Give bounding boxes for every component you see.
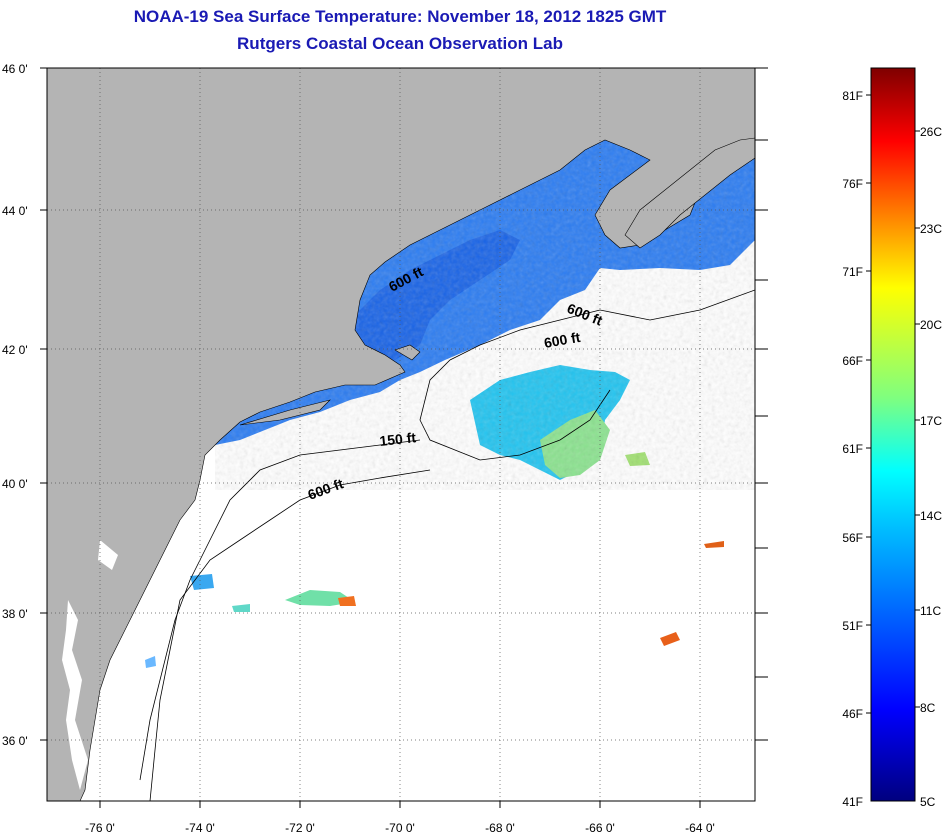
sst-warm-eddy-3 [704, 541, 724, 548]
lon-tick-label: -74 0' [185, 821, 215, 835]
colorbar-c-label: 20C [920, 318, 942, 332]
lat-tick-label: 42 0' [2, 343, 28, 357]
lon-tick-label: -72 0' [285, 821, 315, 835]
colorbar-c-label: 17C [920, 414, 942, 428]
colorbar-c-label: 5C [920, 795, 936, 809]
contour-label: 150 ft [379, 429, 417, 449]
colorbar-f-label: 41F [842, 795, 863, 809]
colorbar-ticks [866, 94, 920, 714]
colorbar-f-label: 66F [842, 354, 863, 368]
lon-tick-label: -70 0' [385, 821, 415, 835]
colorbar-f-label: 71F [842, 265, 863, 279]
land-long-island [239, 399, 331, 426]
colorbar-f-label: 76F [842, 177, 863, 191]
lat-tick-label: 38 0' [2, 607, 28, 621]
contour-600ft [419, 289, 755, 461]
colorbar-c-label: 11C [920, 604, 941, 618]
sst-southern-patch-3 [232, 604, 250, 612]
lon-tick-label: -66 0' [585, 821, 615, 835]
lat-tick-label: 36 0' [2, 734, 28, 748]
colorbar-f-label: 61F [842, 442, 863, 456]
colorbar-c-label: 14C [920, 509, 942, 523]
colorbar-f-label: 56F [842, 531, 863, 545]
contour-150ft [139, 439, 421, 781]
colorbar-f-label: 46F [842, 707, 863, 721]
colorbar-c-label: 26C [920, 125, 942, 139]
lat-tick-label: 46 0' [2, 62, 28, 76]
colorbar-c-label: 8C [920, 701, 936, 715]
sst-warm-eddy-1 [338, 596, 356, 606]
delaware-bay [98, 540, 118, 570]
colorbar-c-label: 23C [920, 222, 942, 236]
lat-tick-label: 44 0' [2, 204, 28, 218]
land-cape-cod [394, 344, 421, 361]
lon-tick-label: -68 0' [485, 821, 515, 835]
map-title: NOAA-19 Sea Surface Temperature: Novembe… [133, 7, 667, 26]
lat-tick-label: 40 0' [2, 477, 28, 491]
map-subtitle: Rutgers Coastal Ocean Observation Lab [237, 34, 563, 53]
sst-southern-patch-1 [285, 590, 355, 606]
contour-600ft-south [149, 469, 431, 801]
land-mainland [47, 68, 755, 801]
land-nova-scotia [624, 137, 755, 249]
axis-ticks [40, 67, 768, 808]
temperature-colorbar [870, 67, 916, 802]
sst-warm-eddy-2 [660, 632, 680, 646]
map-frame [46, 67, 756, 802]
contour-label: 600 ft [543, 329, 582, 351]
colorbar-f-label: 81F [842, 89, 863, 103]
lon-tick-label: -76 0' [85, 821, 115, 835]
sst-southern-patch-2 [190, 574, 214, 590]
sst-southern-patch-4 [145, 656, 156, 668]
colorbar-f-label: 51F [842, 619, 863, 633]
lon-tick-label: -64 0' [685, 821, 715, 835]
chesapeake-bay [62, 600, 88, 790]
